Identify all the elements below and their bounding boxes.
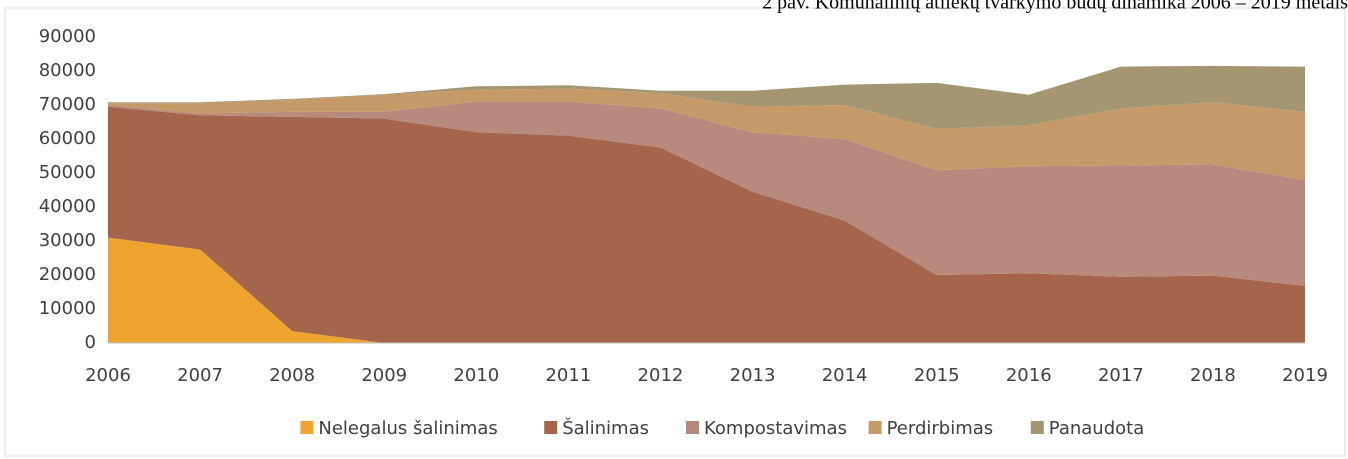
x-tick-label: 2008 <box>269 365 315 386</box>
y-tick-label: 90000 <box>39 26 96 47</box>
y-tick-label: 80000 <box>39 60 96 81</box>
y-tick-label: 10000 <box>39 298 96 319</box>
y-tick-label: 30000 <box>39 230 96 251</box>
legend-swatch <box>544 421 558 434</box>
x-tick-label: 2013 <box>730 365 776 386</box>
x-tick-label: 2010 <box>453 365 499 386</box>
x-tick-label: 2007 <box>177 365 223 386</box>
x-tick-label: 2017 <box>1098 365 1144 386</box>
x-tick-label: 2011 <box>545 365 591 386</box>
area <box>108 237 1305 343</box>
x-tick-label: 2009 <box>361 365 407 386</box>
y-tick-label: 0 <box>85 332 96 353</box>
legend-label: Panaudota <box>1049 418 1144 439</box>
legend-swatch <box>868 421 882 434</box>
y-tick-label: 60000 <box>39 128 96 149</box>
area <box>108 101 1305 286</box>
area <box>108 65 1305 129</box>
x-tick-label: 2006 <box>85 365 131 386</box>
legend-label: Šalinimas <box>562 417 649 439</box>
x-tick-label: 2015 <box>914 365 960 386</box>
chart-title: 2 pav. Komunalinių atliekų tvarkymo būdų… <box>762 0 1348 14</box>
y-tick-label: 40000 <box>39 196 96 217</box>
x-tick-label: 2012 <box>638 365 684 386</box>
area <box>108 106 1305 343</box>
legend-swatch <box>686 421 699 434</box>
x-tick-label: 2018 <box>1190 365 1236 386</box>
x-tick-label: 2019 <box>1282 365 1328 386</box>
y-tick-label: 50000 <box>39 162 96 183</box>
area <box>108 88 1305 180</box>
legend-swatch <box>1030 421 1044 434</box>
legend-swatch <box>300 421 314 434</box>
y-tick-label: 70000 <box>39 94 96 115</box>
chart-border <box>4 7 1346 457</box>
legend-label: Kompostavimas <box>704 418 847 439</box>
y-tick-label: 20000 <box>39 264 96 285</box>
legend-label: Perdirbimas <box>887 418 994 439</box>
x-tick-label: 2016 <box>1006 365 1052 386</box>
legend-label: Nelegalus šalinimas <box>318 418 497 439</box>
x-tick-label: 2014 <box>822 365 868 386</box>
